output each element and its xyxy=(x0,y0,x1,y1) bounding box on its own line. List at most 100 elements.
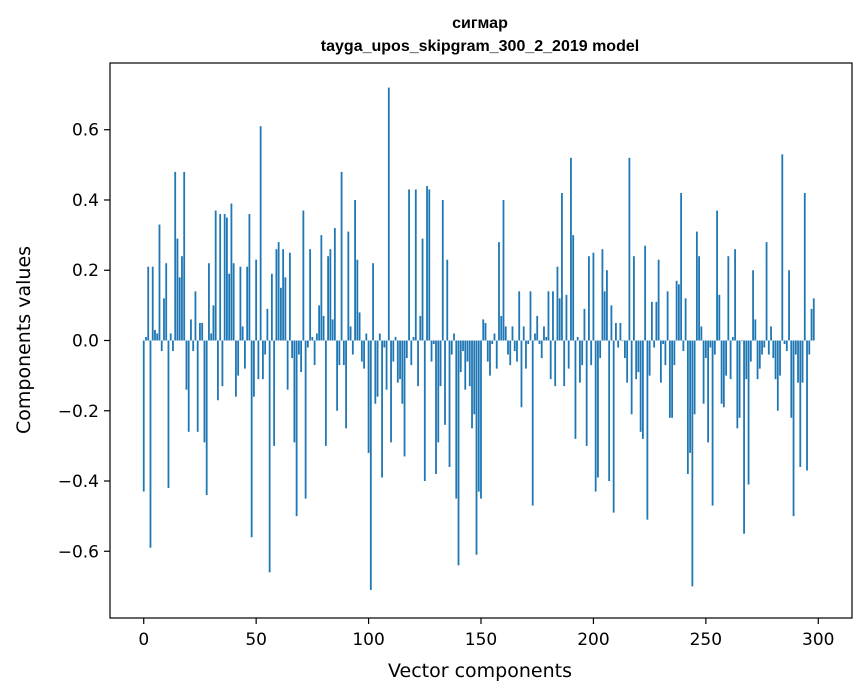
bar xyxy=(210,333,213,341)
bar xyxy=(383,340,386,348)
bar xyxy=(374,340,377,404)
bar xyxy=(540,340,543,359)
bar xyxy=(181,256,183,341)
bar xyxy=(502,199,505,341)
bar xyxy=(477,340,480,492)
bar xyxy=(790,340,793,418)
bar xyxy=(300,340,303,373)
y-tick-label: 0.4 xyxy=(72,191,99,211)
bar xyxy=(783,340,786,345)
bar xyxy=(606,270,608,341)
bar xyxy=(268,340,271,573)
bar xyxy=(763,340,766,348)
bar xyxy=(201,322,204,341)
bar xyxy=(277,242,280,341)
x-tick-label: 300 xyxy=(802,630,834,650)
bar xyxy=(689,340,692,453)
bar xyxy=(801,340,804,383)
x-axis-ticks: 0 50 100 150 200 250 300 xyxy=(138,618,834,650)
bar xyxy=(543,326,545,341)
bar xyxy=(779,340,781,376)
bar xyxy=(567,340,570,369)
bar xyxy=(435,340,437,474)
bar xyxy=(459,340,462,373)
bar xyxy=(421,238,424,341)
bar xyxy=(601,249,604,341)
bar xyxy=(147,266,150,341)
bar xyxy=(270,273,273,341)
bar xyxy=(797,340,799,383)
bar xyxy=(624,340,626,359)
bar xyxy=(621,340,624,342)
bar xyxy=(677,284,680,341)
bar xyxy=(554,340,557,387)
bar xyxy=(749,340,752,362)
bar xyxy=(363,340,365,369)
bar xyxy=(244,340,246,369)
bar xyxy=(664,340,667,366)
bar xyxy=(360,340,363,362)
bar xyxy=(486,340,489,362)
bar xyxy=(738,340,741,418)
bar xyxy=(288,252,291,341)
bar xyxy=(722,340,725,408)
chart-subtitle: tayga_upos_skipgram_300_2_2019 model xyxy=(321,38,639,55)
bar xyxy=(392,340,395,362)
bar xyxy=(682,340,685,352)
bar xyxy=(637,340,640,373)
bar xyxy=(592,252,595,341)
bar xyxy=(185,340,188,390)
bar xyxy=(731,336,734,341)
bar xyxy=(217,340,219,401)
bar xyxy=(788,270,790,341)
bar xyxy=(338,340,341,366)
x-tick-label: 150 xyxy=(465,630,497,650)
bar xyxy=(145,336,147,341)
y-tick-label: 0.0 xyxy=(72,332,99,352)
x-tick-label: 250 xyxy=(690,630,722,650)
bar xyxy=(792,340,795,517)
bar xyxy=(450,340,453,355)
x-tick-label: 100 xyxy=(352,630,384,650)
bar xyxy=(747,340,750,485)
bar xyxy=(794,340,797,355)
bar xyxy=(311,336,314,341)
bar xyxy=(455,340,458,499)
bar xyxy=(417,340,419,387)
bar xyxy=(484,322,487,341)
bar xyxy=(707,340,709,443)
bar xyxy=(646,340,649,520)
bar xyxy=(558,298,561,341)
bar xyxy=(358,312,361,341)
bar xyxy=(626,340,629,383)
bar xyxy=(336,340,338,411)
bar xyxy=(475,340,478,555)
bar xyxy=(615,322,617,341)
bar xyxy=(491,340,494,345)
bar xyxy=(570,157,572,341)
bar xyxy=(313,340,316,366)
bar xyxy=(367,340,370,453)
bar xyxy=(241,326,244,341)
bar xyxy=(770,326,772,341)
bar xyxy=(322,315,325,341)
bar xyxy=(698,256,700,341)
bar xyxy=(257,340,260,380)
bar xyxy=(572,235,575,341)
bar xyxy=(387,87,390,341)
bar xyxy=(235,340,237,397)
bar xyxy=(774,340,777,380)
bar xyxy=(183,171,186,341)
bar xyxy=(772,340,775,359)
bar xyxy=(473,340,476,415)
bar xyxy=(163,298,165,341)
bar xyxy=(776,340,779,411)
bar xyxy=(695,231,698,341)
bar xyxy=(342,340,345,366)
bar xyxy=(221,340,224,387)
bar xyxy=(752,270,754,341)
bar xyxy=(462,340,464,352)
bar xyxy=(686,340,689,474)
bar xyxy=(212,305,215,341)
